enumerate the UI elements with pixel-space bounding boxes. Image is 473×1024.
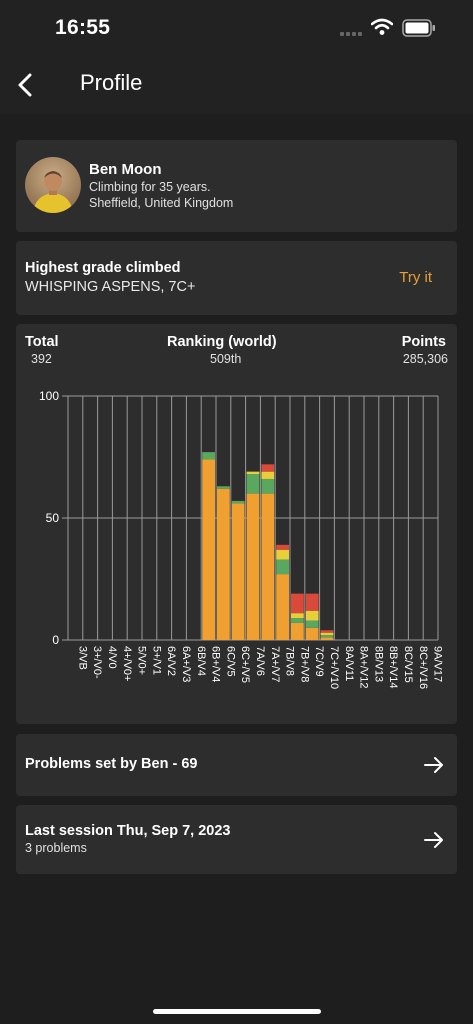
y-tick-label: 0 (52, 633, 59, 647)
user-name: Ben Moon (89, 161, 162, 178)
status-bar: 16:55 (0, 0, 473, 58)
bar-segment (305, 593, 319, 611)
total-label: Total (25, 334, 59, 350)
total-value: 392 (31, 352, 52, 366)
bar-segment (261, 471, 275, 479)
navigation-bar: Profile (0, 58, 473, 114)
problems-set-row[interactable]: Problems set by Ben - 69 (16, 734, 457, 796)
bar-segment (320, 630, 334, 633)
climbing-years: Climbing for 35 years. (89, 180, 211, 194)
bar-segment (305, 627, 319, 640)
back-button[interactable] (10, 68, 44, 102)
battery-icon (402, 19, 435, 37)
x-tick-label: 3/VB (76, 646, 88, 670)
x-tick-label: 7C/V9 (313, 646, 325, 677)
status-time: 16:55 (55, 16, 111, 39)
profile-content: Ben Moon Climbing for 35 years. Sheffiel… (0, 114, 473, 1024)
bar-segment (305, 620, 319, 628)
bar-segment (320, 632, 334, 636)
x-tick-label: 8C/V15 (402, 646, 414, 683)
x-tick-label: 4/V0 (106, 646, 118, 669)
bar-segment (246, 471, 260, 475)
bar-segment (276, 559, 289, 575)
bar-segment (291, 613, 304, 619)
bar-segment (291, 622, 304, 640)
last-session-label: Last session Thu, Sep 7, 2023 (25, 823, 231, 839)
bar-segment (231, 503, 245, 640)
x-tick-label: 4+/V0+ (121, 646, 133, 681)
x-tick-label: 7B/V8 (284, 646, 296, 676)
x-tick-label: 7A/V6 (254, 646, 266, 676)
highest-grade-card: Highest grade climbed WHISPING ASPENS, 7… (16, 241, 457, 315)
x-tick-label: 6B+/V4 (210, 646, 222, 682)
home-indicator (153, 1009, 321, 1014)
bar-segment (246, 474, 260, 494)
bar-segment (276, 544, 289, 550)
user-location: Sheffield, United Kingdom (89, 196, 234, 210)
arrow-right-icon (424, 832, 443, 848)
x-tick-label: 7B+/V8 (298, 646, 310, 682)
bar-segment (276, 574, 289, 640)
x-tick-label: 8A+/V12 (358, 646, 370, 689)
x-tick-label: 6A+/V3 (180, 646, 192, 682)
bar-segment (276, 549, 289, 560)
points-label: Points (401, 334, 446, 350)
highest-grade-label: Highest grade climbed (25, 260, 181, 276)
problems-set-label: Problems set by Ben - 69 (25, 756, 198, 772)
bar-segment (320, 637, 334, 640)
cellular-signal-icon (340, 32, 362, 36)
avatar (25, 157, 81, 213)
x-tick-label: 7A+/V7 (269, 646, 281, 682)
bar-segment (261, 464, 275, 472)
page-title: Profile (80, 70, 143, 95)
profile-card: Ben Moon Climbing for 35 years. Sheffiel… (16, 140, 457, 232)
highest-grade-value: WHISPING ASPENS, 7C+ (25, 279, 196, 295)
wifi-icon (371, 18, 393, 35)
chevron-left-icon (18, 73, 32, 97)
ranking-value: 509th (210, 352, 242, 366)
bar-segment (231, 500, 245, 504)
x-tick-label: 6A/V2 (165, 646, 177, 676)
last-session-count: 3 problems (25, 841, 87, 855)
bar-segment (261, 493, 275, 640)
x-tick-label: 3+/V0- (91, 646, 103, 679)
x-tick-label: 5/V0+ (136, 646, 148, 675)
bar-segment (291, 593, 304, 614)
bar-segment (202, 459, 215, 640)
x-tick-label: 8B/V13 (372, 646, 384, 682)
x-tick-label: 8B+/V14 (387, 646, 399, 689)
x-tick-label: 9A/V17 (432, 646, 444, 682)
bar-segment (217, 486, 230, 489)
x-tick-label: 5+/V1 (150, 646, 162, 675)
bar-segment (217, 488, 230, 640)
stats-card: Total 392 Ranking (world) 509th Points 2… (16, 324, 457, 724)
bar-segment (320, 635, 334, 638)
y-tick-label: 50 (46, 511, 60, 525)
points-value: 285,306 (402, 352, 448, 366)
x-tick-label: 8C+/V16 (417, 646, 429, 689)
bar-segment (246, 493, 260, 640)
x-tick-label: 6C+/V5 (239, 646, 251, 683)
y-tick-label: 100 (39, 389, 59, 403)
x-tick-label: 7C+/V10 (328, 646, 340, 689)
last-session-row[interactable]: Last session Thu, Sep 7, 2023 3 problems (16, 805, 457, 874)
bar-segment (305, 610, 319, 621)
try-it-button[interactable]: Try it (399, 269, 432, 286)
ranking-label: Ranking (world) (167, 334, 277, 350)
arrow-right-icon (424, 757, 443, 773)
x-tick-label: 8A/V11 (343, 646, 355, 681)
bar-segment (261, 478, 275, 494)
bar-segment (202, 452, 215, 460)
bar-segment (291, 618, 304, 623)
grade-distribution-chart: 0 50 100 3/VB 3+/V0- 4/V0 4+/V0+ 5/V0+ 5+/V1 6A/V… (39, 389, 444, 689)
x-tick-label: 6B/V4 (195, 646, 207, 676)
x-tick-label: 6C/V5 (224, 646, 236, 677)
